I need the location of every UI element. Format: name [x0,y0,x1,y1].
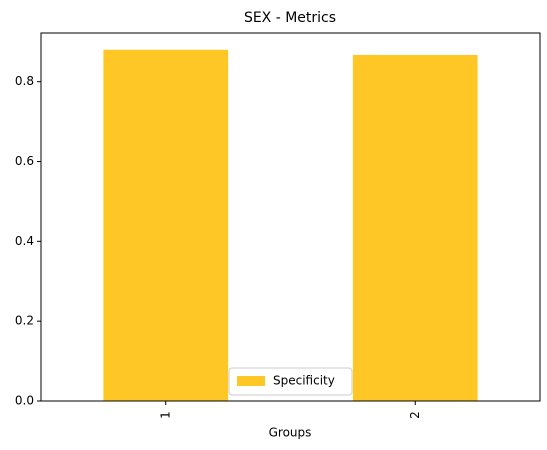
y-tick-label: 0.0 [15,394,34,408]
chart-title: SEX - Metrics [244,10,336,26]
legend: Specificity [228,367,353,396]
legend-swatch [237,376,265,386]
x-axis-label: Groups [269,426,312,440]
legend-frame [228,367,353,396]
legend-label: Specificity [273,374,335,388]
y-tick-label: 0.8 [15,74,34,88]
y-tick-label: 0.4 [15,234,34,248]
bar [103,49,229,402]
bar [352,54,478,402]
x-tick-label: 2 [408,411,422,419]
x-tick-label: 1 [158,411,172,419]
plot-frame [40,32,541,402]
y-tick-label: 0.6 [15,154,34,168]
y-tick-label: 0.2 [15,314,34,328]
